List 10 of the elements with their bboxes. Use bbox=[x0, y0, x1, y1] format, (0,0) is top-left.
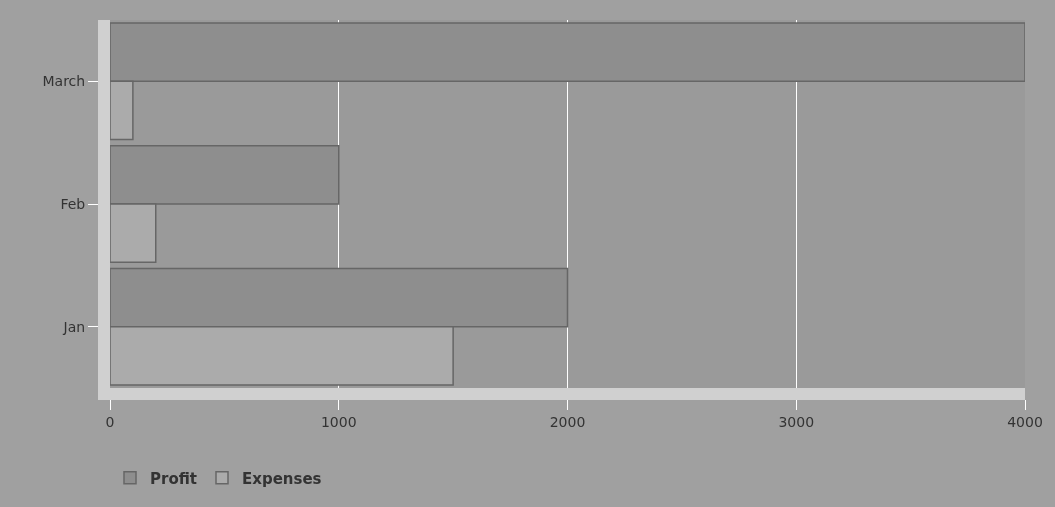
x-tick-label: 3000 bbox=[778, 413, 815, 430]
x-tick-label: 0 bbox=[105, 413, 115, 430]
y-tick-label: Jan bbox=[62, 318, 86, 335]
y-tick-label: March bbox=[42, 73, 86, 90]
x-tick-label: 1000 bbox=[320, 413, 357, 430]
legend-label: Profit bbox=[150, 469, 197, 488]
y-tick-label: Feb bbox=[60, 195, 86, 212]
x-tick-label: 4000 bbox=[1007, 413, 1043, 430]
x-tick-label: 2000 bbox=[549, 413, 586, 430]
legend-label: Expenses bbox=[242, 469, 322, 488]
